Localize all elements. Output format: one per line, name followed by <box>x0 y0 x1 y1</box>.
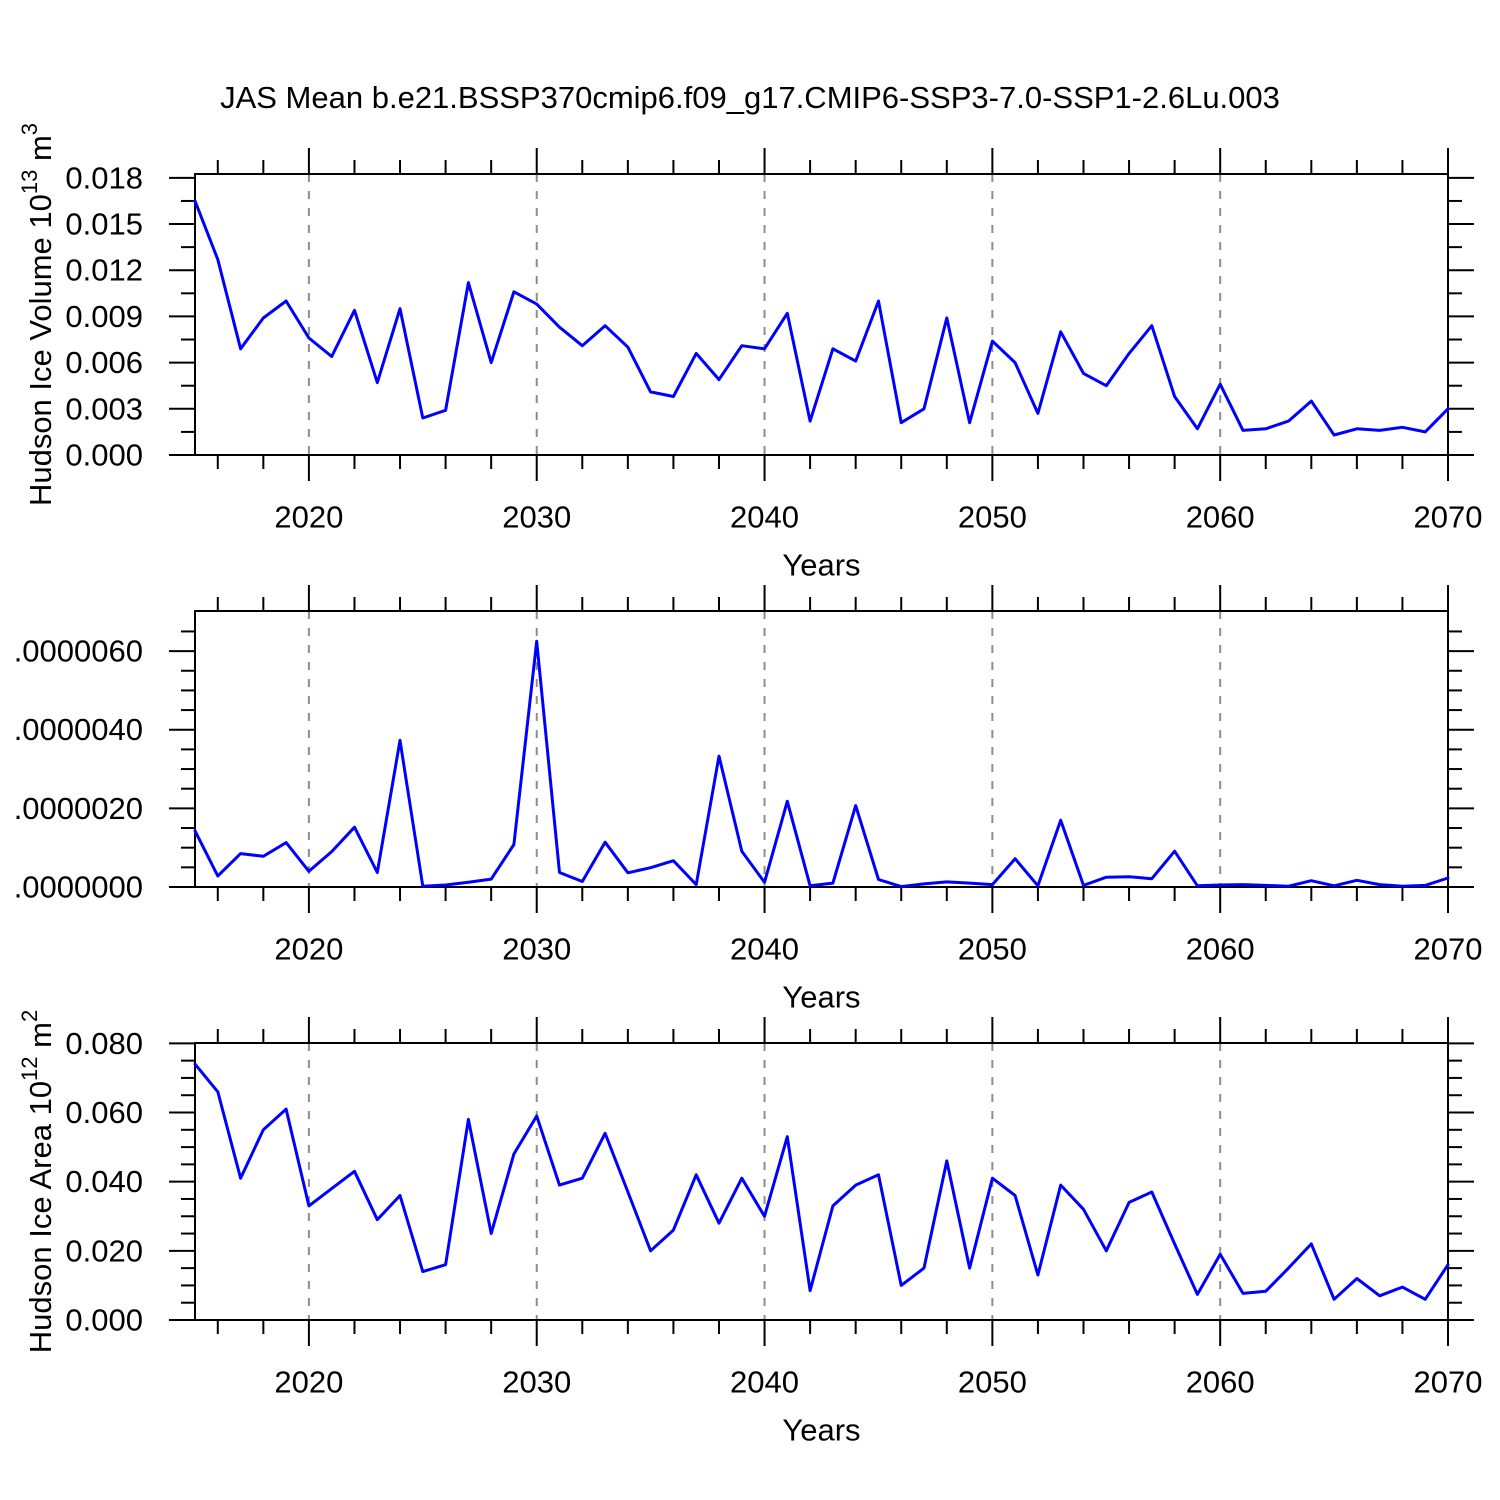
y-tick-label: 0.080 <box>65 1026 143 1061</box>
x-tick-label: 2020 <box>274 500 343 535</box>
y-tick-label: 0.006 <box>65 345 143 380</box>
x-tick-label: 2030 <box>502 500 571 535</box>
y-axis-title: Hudson Ice Area 1012 m2 <box>17 1010 58 1353</box>
y-tick-label: 0.009 <box>65 299 143 334</box>
x-tick-label: 2040 <box>730 500 799 535</box>
y-tick-label: .0000060 <box>14 634 143 669</box>
x-tick-label: 2050 <box>958 932 1027 967</box>
x-tick-label: 2050 <box>958 1365 1027 1400</box>
figure-title: JAS Mean b.e21.BSSP370cmip6.f09_g17.CMIP… <box>220 80 1280 115</box>
series-line-hudson-ice-middle <box>193 639 1450 889</box>
y-tick-label: 0.000 <box>65 438 143 473</box>
y-tick-label: .0000040 <box>14 712 143 747</box>
y-tick-label: .0000020 <box>14 791 143 826</box>
y-tick-label: 0.020 <box>65 1233 143 1268</box>
plot-frame <box>194 1042 1449 1321</box>
y-tick-label: .0000000 <box>14 870 143 905</box>
x-axis-title: Years <box>782 980 860 1015</box>
panel-hudson-ice-area: 2020 2030 2040 2050 2060 2070 0.000 0.020 0.040 0… <box>17 1010 1483 1448</box>
x-tick-label: 2060 <box>1186 1365 1255 1400</box>
x-tick-label: 2050 <box>958 500 1027 535</box>
plot-frame <box>194 173 1449 456</box>
y-tick-label: 0.060 <box>65 1095 143 1130</box>
y-tick-label: 0.015 <box>65 207 143 242</box>
x-tick-label: 2070 <box>1414 500 1483 535</box>
x-tick-label: 2070 <box>1414 932 1483 967</box>
y-tick-label: 0.000 <box>65 1303 143 1338</box>
y-tick-label: 0.018 <box>65 160 143 195</box>
x-tick-label: 2020 <box>274 1365 343 1400</box>
x-tick-label: 2060 <box>1186 500 1255 535</box>
y-tick-label: 0.003 <box>65 391 143 426</box>
x-axis-title: Years <box>782 1413 860 1448</box>
x-tick-label: 2070 <box>1414 1365 1483 1400</box>
y-tick-label: 0.040 <box>65 1164 143 1199</box>
x-tick-label: 2040 <box>730 932 799 967</box>
x-tick-label: 2020 <box>274 932 343 967</box>
series-line-hudson-ice-area <box>193 1062 1450 1301</box>
y-axis-title: Hudson Ice Volume 1013 m3 <box>17 123 58 506</box>
x-axis-title: Years <box>782 548 860 583</box>
panel-hudson-ice-volume: 2020 2030 2040 2050 2060 2070 0.000 0.003 0.006 0… <box>17 123 1483 583</box>
y-tick-label: 0.012 <box>65 253 143 288</box>
series-line-hudson-ice-volume <box>193 199 1450 437</box>
panel-hudson-ice-middle: 2020 2030 2040 2050 2060 2070 .0000000 .0000020… <box>14 585 1483 1015</box>
x-tick-label: 2060 <box>1186 932 1255 967</box>
x-tick-label: 2030 <box>502 932 571 967</box>
x-tick-label: 2040 <box>730 1365 799 1400</box>
x-tick-label: 2030 <box>502 1365 571 1400</box>
